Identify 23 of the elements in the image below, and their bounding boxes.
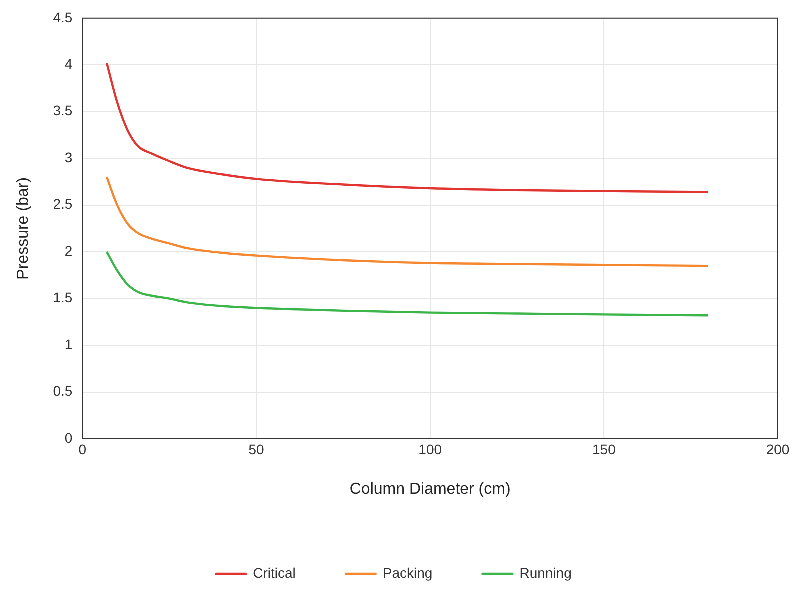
x-tick-label: 150 (592, 441, 616, 458)
y-tick-label: 2 (64, 242, 73, 259)
x-tick-label: 200 (766, 441, 790, 458)
line-series (106, 62, 710, 194)
y-tick-label: 0.5 (53, 383, 73, 400)
legend-label: Running (520, 564, 572, 581)
y-tick-label: 3 (64, 149, 73, 166)
x-axis-title: Column Diameter (cm) (350, 480, 511, 498)
line-series (106, 176, 710, 268)
y-tick-label: 3.5 (53, 102, 73, 119)
y-tick-label: 0 (64, 430, 73, 446)
legend-label: Packing (382, 564, 433, 581)
x-tick-label: 50 (248, 441, 264, 458)
y-tick-label: 4 (64, 56, 73, 72)
x-tick-label: 0 (78, 441, 87, 458)
y-axis-title: Pressure (bar) (15, 178, 32, 280)
y-tick-label: 1.5 (53, 290, 73, 306)
y-tick-label: 4.5 (53, 9, 73, 26)
x-tick-label: 100 (418, 441, 442, 458)
y-tick-label: 1 (64, 336, 73, 352)
legend-label: Critical (253, 564, 296, 581)
y-tick-label: 2.5 (53, 196, 73, 212)
line-series (106, 250, 710, 317)
